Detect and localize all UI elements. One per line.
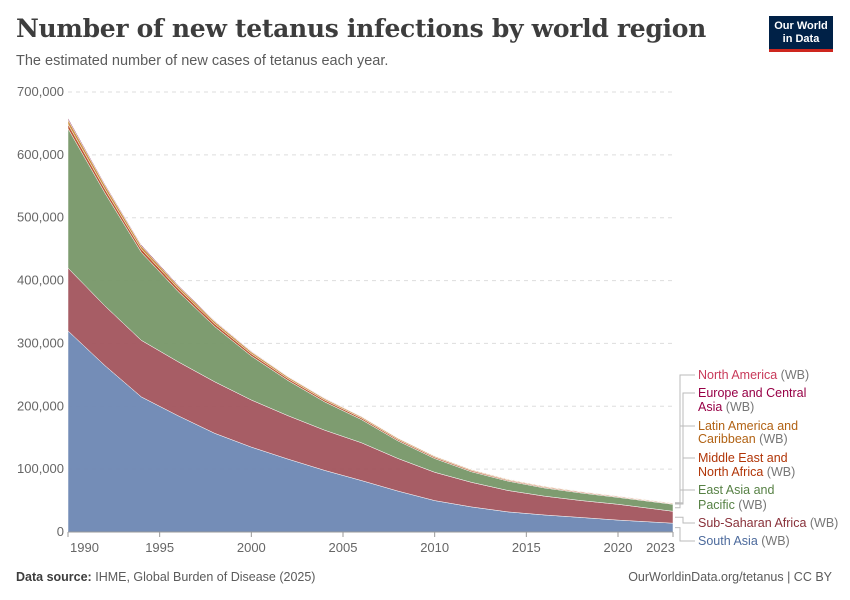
legend-label-europe-and-central-asia[interactable]: Europe and Central Asia (WB): [698, 386, 806, 414]
legend-label-south-asia[interactable]: South Asia (WB): [698, 534, 790, 548]
area-north-america[interactable]: [67, 116, 674, 504]
legend-label-sub-saharan-africa[interactable]: Sub-Saharan Africa (WB): [698, 516, 838, 530]
x-tick-label: 2000: [237, 540, 266, 555]
data-source-label: Data source:: [16, 570, 92, 584]
legend-connector: [675, 425, 695, 504]
data-source-text[interactable]: IHME, Global Burden of Disease (2025): [95, 570, 316, 584]
y-tick-label: 700,000: [17, 84, 64, 99]
x-tick-label: 2010: [420, 540, 449, 555]
legend-label-east-asia-and-pacific[interactable]: East Asia and Pacific (WB): [698, 483, 774, 512]
x-tick-label: 2020: [604, 540, 633, 555]
logo-line-1: Our World: [774, 20, 828, 32]
area-series: [67, 116, 674, 533]
logo-line-2: in Data: [782, 33, 820, 45]
chart-subtitle: The estimated number of new cases of tet…: [16, 53, 389, 69]
footer-url[interactable]: OurWorldinData.org/tetanus | CC BY: [628, 570, 832, 584]
x-tick-label: 1990: [70, 540, 99, 555]
x-tick-label: 2015: [512, 540, 541, 555]
legend-connector: [675, 516, 695, 524]
legend-connector: [675, 527, 695, 542]
x-axis: 1990 1995 2000 2005 2010 2015 2020 2023: [67, 531, 675, 555]
legend-connector: [675, 457, 695, 505]
x-tick-label: 1995: [145, 540, 174, 555]
legend-connector: [675, 374, 695, 504]
y-tick-label: 200,000: [17, 398, 64, 413]
grid-lines: [68, 91, 673, 470]
y-tick-label: 0: [57, 524, 64, 539]
x-tick-label: 2005: [329, 540, 358, 555]
legend-connector: [675, 392, 695, 504]
x-tick-label: 2023: [646, 540, 675, 555]
legend-label-middle-east-and-north-africa[interactable]: Middle East and North Africa (WB): [698, 451, 795, 479]
y-axis: 0 100,000 200,000 300,000 400,000 500,000 600,…: [17, 84, 64, 539]
y-tick-label: 100,000: [17, 461, 64, 476]
legend-label-latin-america-and-caribbean[interactable]: Latin America and Caribbean (WB): [698, 419, 798, 446]
data-source: Data source: IHME, Global Burden of Dise…: [16, 570, 315, 584]
owid-logo[interactable]: Our World in Data: [769, 16, 833, 52]
legend-connector: [675, 489, 695, 509]
legend-label-north-america[interactable]: North America (WB): [698, 368, 809, 382]
legend: South Asia (WB) Sub-Saharan Africa (WB) Ea…: [675, 368, 838, 548]
chart-title: Number of new tetanus infections by worl…: [16, 14, 707, 43]
y-tick-label: 400,000: [17, 273, 64, 288]
y-tick-label: 500,000: [17, 210, 64, 225]
y-tick-label: 300,000: [17, 335, 64, 350]
y-tick-label: 600,000: [17, 147, 64, 162]
